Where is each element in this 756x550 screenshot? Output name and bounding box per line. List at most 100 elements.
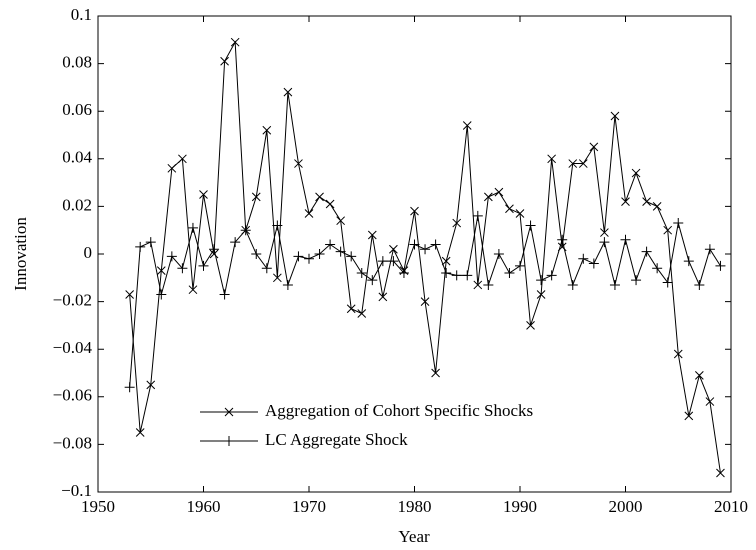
series-marker [272,273,282,283]
series-marker [261,263,272,274]
series-marker [282,279,293,290]
series-marker [367,230,377,240]
x-tick-label: 1960 [187,497,221,516]
series-marker [378,292,388,302]
series-marker [262,125,272,135]
y-tick-label: 0.02 [62,195,92,214]
series-marker [315,192,324,202]
y-tick-label: −0.1 [61,481,92,500]
series-marker [462,270,473,281]
series-marker [652,263,663,274]
series-marker [599,237,610,248]
y-tick-label: 0.08 [62,53,92,72]
series-marker [304,209,314,218]
series-marker [473,280,483,290]
series-marker [641,246,652,257]
series-marker [251,192,261,202]
series-marker [716,468,725,478]
y-tick-label: −0.02 [53,291,92,310]
series-marker [609,279,620,290]
series-marker [335,246,346,257]
series-marker [472,210,483,221]
series-marker [589,142,599,152]
series-marker [493,249,504,259]
series-marker [146,380,156,390]
series-marker [125,290,135,299]
series-marker [283,87,293,97]
series-marker [156,289,167,300]
series-marker [314,249,325,259]
y-tick-label: −0.04 [53,338,93,357]
series-marker [567,279,578,290]
series-marker [536,290,546,299]
series-marker [178,154,187,164]
series-marker [357,309,367,318]
series-marker [431,368,440,378]
series-marker [683,256,694,267]
series-marker [209,244,220,255]
series-marker [694,371,704,380]
plot-frame [97,15,732,493]
y-axis-label: Innovation [11,217,30,291]
series-marker [673,349,683,359]
series-marker [325,239,336,250]
series-marker [621,197,630,206]
series-marker [135,241,146,252]
series-marker [219,289,230,300]
series-marker [420,297,430,306]
series-marker [199,190,208,199]
series-marker [452,218,462,228]
series-marker [166,251,177,262]
series-marker [588,258,599,269]
series-marker [451,270,462,281]
series-marker [504,268,515,279]
series-marker [620,234,631,245]
series-marker [536,275,547,286]
series-marker [272,220,283,231]
y-tick-label: 0.04 [62,148,92,167]
x-tick-label: 2010 [714,497,748,516]
series-marker [505,204,514,214]
series-marker [578,159,588,168]
series-marker [410,206,419,216]
series-marker [483,192,493,202]
series-marker [389,244,398,254]
series-marker [526,321,535,330]
series-marker [240,225,251,236]
series-marker [547,154,557,164]
x-tick-label: 2000 [609,497,643,516]
series-marker [177,263,188,274]
series-marker [230,237,241,248]
series-marker [124,382,135,393]
series-marker [167,163,177,173]
series-marker [557,234,568,245]
series-marker [304,253,314,264]
legend-label: Aggregation of Cohort Specific Shocks [265,401,533,420]
series-marker [346,251,357,262]
series-marker [494,187,504,197]
series-marker [515,260,525,271]
series-marker [293,251,304,262]
series-marker [462,121,472,130]
series-marker [441,268,452,279]
series-marker [367,275,378,286]
series-marker [662,277,673,288]
series-marker [525,220,536,231]
series-marker [694,279,705,290]
series-marker [336,216,346,226]
series-marker [568,159,578,168]
series-marker [135,428,145,437]
series-marker [356,268,367,279]
legend-label: LC Aggregate Shock [265,430,408,449]
series-marker [578,253,589,264]
series-marker [515,209,525,218]
series-marker [346,304,356,314]
series-marker [663,225,673,235]
series-marker [409,239,420,250]
series-marker [705,397,715,406]
series-marker [704,244,715,255]
series-marker [156,266,166,276]
y-tick-label: 0.06 [62,100,92,119]
series-marker [377,256,388,267]
series-marker [188,285,198,295]
